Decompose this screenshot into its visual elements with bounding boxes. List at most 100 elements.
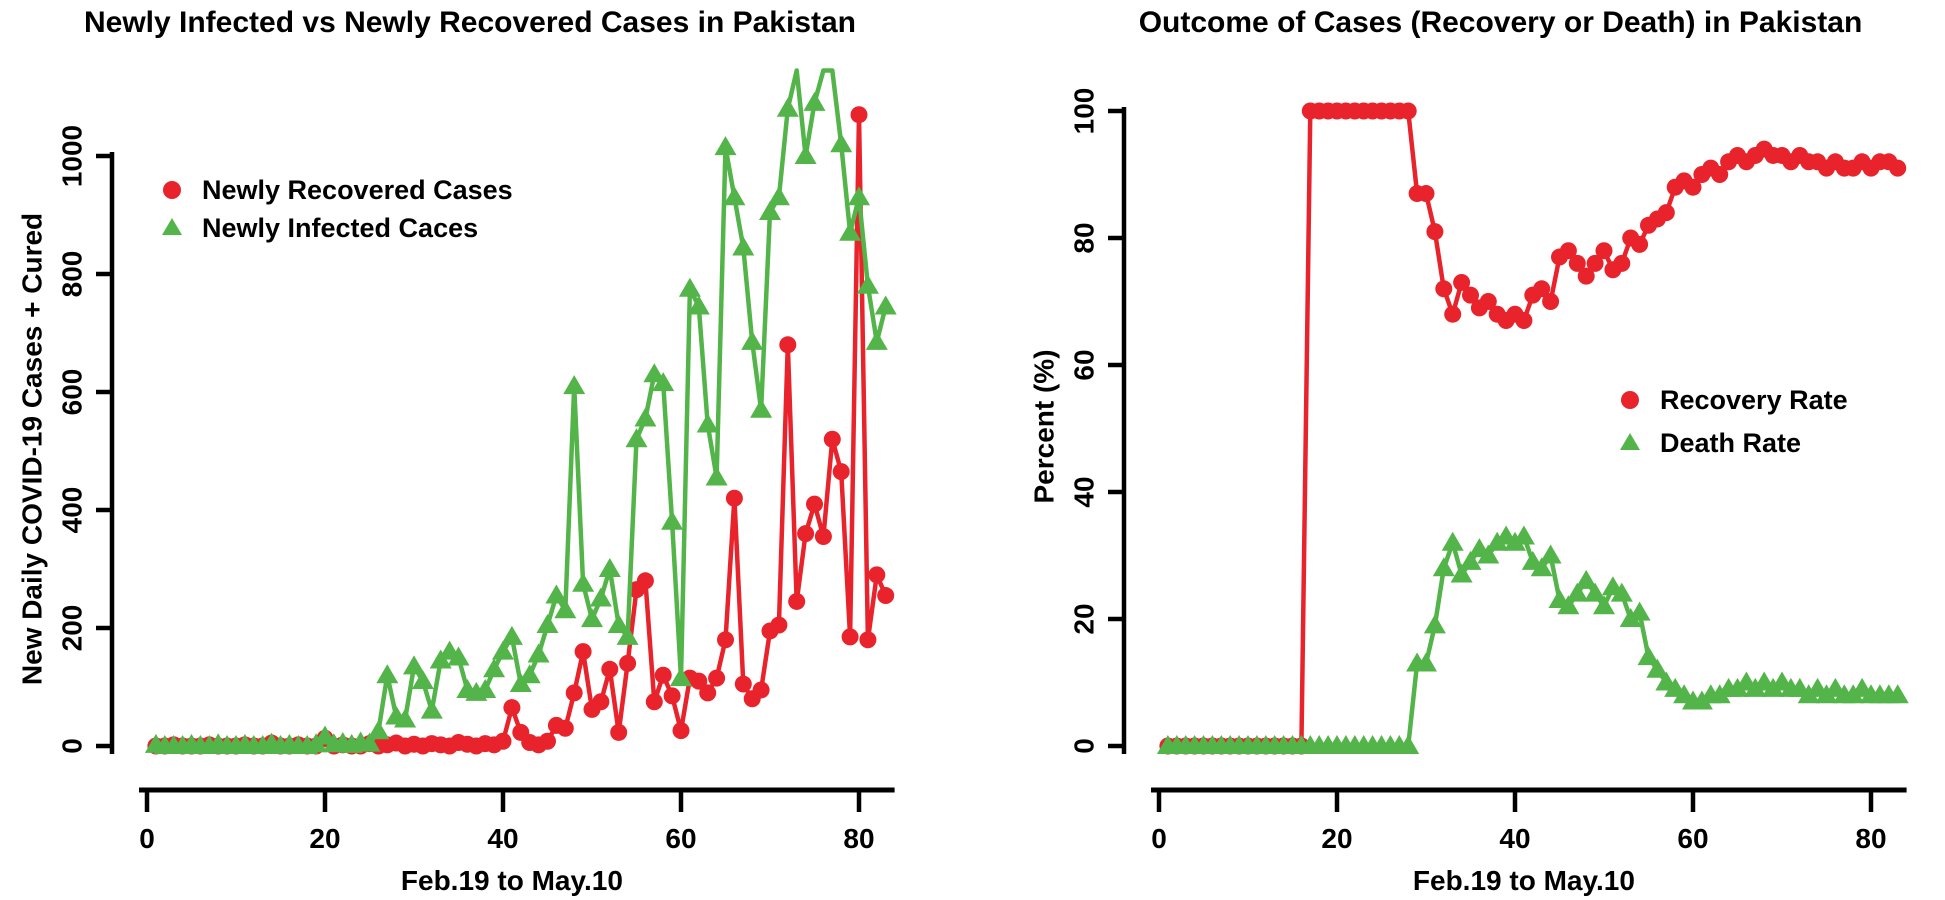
data-point-circle [619,654,637,672]
data-point-circle [592,693,610,711]
data-point-circle [503,699,521,717]
y-tick-label: 200 [56,605,87,652]
data-point-circle [717,631,734,649]
data-point-circle [779,336,797,354]
data-point-circle [708,669,726,687]
data-point-circle [539,732,556,750]
data-point-triangle [420,699,443,719]
data-point-circle [1453,273,1471,291]
data-point-circle [654,666,672,684]
data-point-circle [601,660,619,678]
data-point-circle [1577,267,1595,285]
data-point-triangle [652,372,675,392]
data-point-circle [1631,235,1649,253]
data-point-circle [645,693,663,711]
data-point-circle [1435,280,1453,298]
data-point-triangle [545,584,568,604]
legend-circle-marker [163,181,181,199]
data-point-circle [1568,254,1586,272]
data-point-triangle [1432,557,1455,577]
data-point-triangle [767,186,790,206]
data-point-circle [752,681,770,699]
data-point-triangle [483,658,506,678]
data-point-triangle [581,608,603,628]
data-point-circle [610,723,628,741]
data-point-triangle [527,643,550,663]
x-tick-label: 60 [665,823,696,854]
y-tick-label: 80 [1068,222,1099,253]
data-point-triangle [794,145,817,164]
data-point-triangle [1459,550,1482,570]
data-point-circle [1657,204,1675,222]
data-point-circle [1417,185,1435,203]
data-point-triangle [394,708,417,728]
data-point-triangle [447,646,470,666]
data-point-triangle [874,295,897,315]
data-point-triangle [492,640,514,660]
data-point-triangle [1637,646,1660,666]
data-point-triangle [1441,531,1464,551]
legend-triangle-marker [1620,433,1640,450]
data-point-triangle [616,625,639,645]
data-point-triangle [1575,569,1598,589]
data-point-triangle [1415,652,1437,672]
legend-circle-marker [1621,391,1639,409]
data-point-triangle [358,732,381,752]
data-point-triangle [705,466,728,486]
data-point-circle [1533,280,1551,298]
data-point-triangle [1584,582,1607,602]
data-point-triangle [732,236,755,256]
data-point-triangle [643,363,666,383]
right-chart: 0 20 40 60 80 100 Percent (%) 0 20 40 60 80 Feb.19 t… [1028,88,1909,896]
right-chart-panel: Outcome of Cases (Recovery or Death) in … [972,0,1945,900]
data-point-triangle [741,330,764,350]
data-point-triangle [474,678,497,698]
data-point-triangle [411,670,434,690]
data-point-circle [725,489,743,507]
data-point-circle [556,719,574,737]
x-tick-label: 80 [1855,823,1886,854]
data-point-triangle [723,186,746,206]
x-tick-label: 40 [1499,823,1530,854]
data-point-circle [1559,242,1577,260]
data-point-triangle [1477,544,1500,564]
y-tick-label: 100 [1068,88,1099,135]
data-point-circle [672,722,690,740]
left-chart-panel: Newly Infected vs Newly Recovered Cases … [0,0,972,900]
y-tick-label: 20 [1068,603,1099,634]
data-point-circle [1479,293,1497,310]
y-axis-label: Percent (%) [1028,349,1059,503]
data-point-triangle [661,510,684,530]
data-point-triangle [1593,595,1615,615]
x-tick-label: 40 [487,823,518,854]
y-axis-label: New Daily COVID-19 Cases + Cured [16,213,47,685]
data-point-triangle [518,664,541,684]
y-tick-label: 40 [1068,476,1099,507]
y-tick-label: 600 [56,369,87,416]
data-point-triangle [750,398,773,418]
data-point-circle [1426,223,1444,241]
data-point-triangle [1557,595,1580,615]
data-point-triangle [563,375,586,395]
data-point-triangle [607,614,630,634]
data-point-circle [636,572,654,590]
data-point-triangle [670,667,692,687]
x-tick-label: 20 [309,823,340,854]
data-point-circle [859,631,877,649]
data-point-circle [1542,293,1560,310]
data-point-circle [806,495,823,513]
data-point-circle [663,687,681,705]
y-tick-label: 1000 [56,125,87,187]
data-point-triangle [1450,563,1473,583]
data-point-circle [823,430,841,448]
x-tick-label: 60 [1677,823,1708,854]
legend-label: Newly Recovered Cases [202,175,513,205]
data-point-triangle [376,664,399,684]
x-tick-label: 20 [1321,823,1352,854]
legend-label: Death Rate [1660,428,1801,458]
data-point-triangle [1539,544,1562,564]
data-point-circle [877,587,895,605]
data-point-triangle [759,201,781,221]
